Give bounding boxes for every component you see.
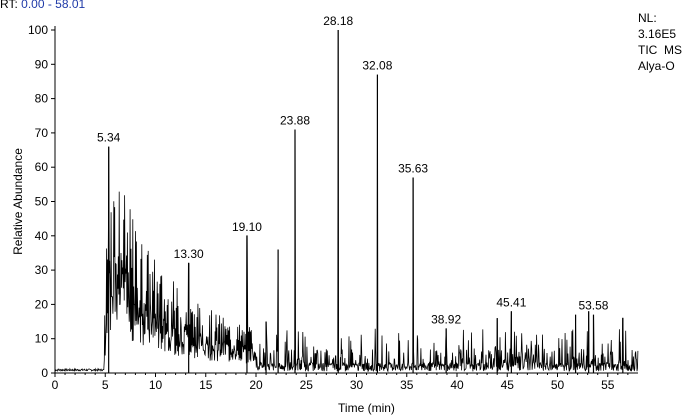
y-axis-title: Relative Abundance xyxy=(11,148,25,255)
peak-label-45.41: 45.41 xyxy=(496,295,526,309)
x-tick-label: 30 xyxy=(350,378,364,392)
nl-value: 3.16E5 xyxy=(638,27,677,41)
x-tick-label: 5 xyxy=(102,378,109,392)
x-tick-label: 10 xyxy=(149,378,163,392)
y-tick-label: 70 xyxy=(35,126,49,140)
y-tick-label: 100 xyxy=(28,23,48,37)
scan-type: TIC MS xyxy=(638,43,682,57)
y-tick-label: 50 xyxy=(35,195,49,209)
peak-label-28.18: 28.18 xyxy=(323,14,353,28)
x-tick-label: 35 xyxy=(400,378,414,392)
y-tick-label: 60 xyxy=(35,160,49,174)
x-tick-label: 15 xyxy=(199,378,213,392)
peak-label-32.08: 32.08 xyxy=(362,59,392,73)
x-tick-label: 45 xyxy=(501,378,515,392)
rt-range-header: RT: 0.00 - 58.01 xyxy=(0,0,85,11)
y-tick-label: 80 xyxy=(35,92,49,106)
x-tick-label: 40 xyxy=(450,378,464,392)
x-tick-label: 55 xyxy=(601,378,615,392)
peak-label-23.88: 23.88 xyxy=(280,113,310,127)
y-tick-label: 30 xyxy=(35,263,49,277)
peak-label-13.30: 13.30 xyxy=(174,247,204,261)
peak-label-19.10: 19.10 xyxy=(232,220,262,234)
y-tick-label: 90 xyxy=(35,57,49,71)
sample-name: Alya-O xyxy=(638,59,675,73)
tic-trace xyxy=(54,29,639,373)
x-axis-title: Time (min) xyxy=(338,401,395,415)
peak-label-5.34: 5.34 xyxy=(97,131,121,145)
peak-label-35.63: 35.63 xyxy=(398,161,428,175)
nl-label: NL: xyxy=(638,11,657,25)
tic-line xyxy=(54,29,639,373)
peak-label-53.58: 53.58 xyxy=(578,299,608,313)
scan-info-block: NL: 3.16E5 TIC MS Alya-O xyxy=(638,10,682,74)
rt-range-value: 0.00 - 58.01 xyxy=(21,0,86,11)
peak-labels: 5.34 13.30 19.10 23.88 28.18 32.08 35.63 38.92 4… xyxy=(97,14,609,326)
peak-label-38.92: 38.92 xyxy=(431,312,461,326)
x-tick-label: 25 xyxy=(300,378,314,392)
x-tick-label: 20 xyxy=(249,378,263,392)
x-tick-label: 50 xyxy=(551,378,565,392)
y-tick-label: 40 xyxy=(35,229,49,243)
y-tick-label: 0 xyxy=(41,366,48,380)
x-tick-label: 0 xyxy=(52,378,59,392)
y-tick-label: 10 xyxy=(35,332,49,346)
y-tick-label: 20 xyxy=(35,297,49,311)
axes: 0 10 20 30 40 50 60 70 80 90 100 0 5 10 15 20 25 30 35 40 45… xyxy=(11,23,638,415)
rt-prefix: RT: xyxy=(0,0,18,11)
